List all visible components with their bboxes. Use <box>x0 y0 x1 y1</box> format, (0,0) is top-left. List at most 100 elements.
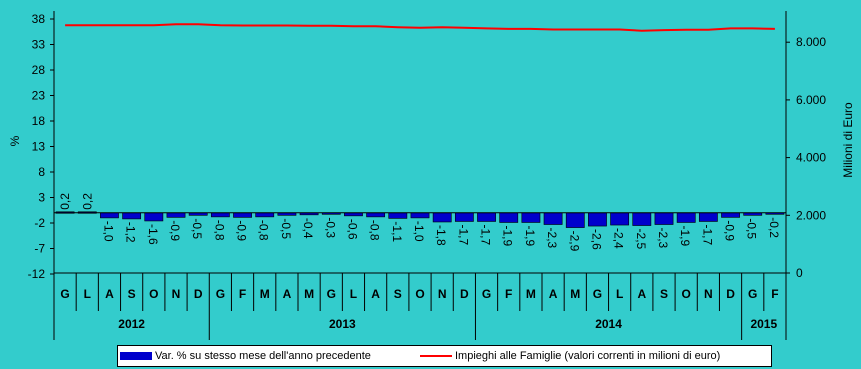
line-impieghi <box>65 23 775 32</box>
bar-data-label: -2,4 <box>612 228 626 249</box>
line-series <box>65 23 775 32</box>
bar-data-label: -1,8 <box>434 225 448 246</box>
bar <box>721 212 740 218</box>
year-label: 2015 <box>750 317 777 331</box>
month-label: L <box>616 287 623 301</box>
legend-swatch-line <box>420 355 452 357</box>
bar <box>410 212 430 219</box>
bar-data-label: -1,6 <box>146 224 160 245</box>
left-tick-label: 28 <box>32 63 46 77</box>
month-label: D <box>194 287 203 301</box>
year-label: 2013 <box>329 317 356 331</box>
right-tick-label: 0 <box>796 266 803 280</box>
month-label: O <box>415 287 424 301</box>
bar <box>477 212 496 222</box>
month-label: S <box>128 287 136 301</box>
bar-data-label: -0,5 <box>745 218 759 239</box>
bar <box>255 212 275 218</box>
bar-data-label: -0,6 <box>345 219 359 240</box>
left-tick-label: 38 <box>32 12 46 26</box>
bar-data-label: -1,7 <box>456 224 470 245</box>
year-label: 2012 <box>118 317 145 331</box>
month-label: A <box>549 287 558 301</box>
bar-data-label: -2,5 <box>634 229 648 250</box>
month-label: A <box>371 287 380 301</box>
bar-data-label: -1,1 <box>390 221 404 242</box>
bar <box>122 212 142 220</box>
month-label: N <box>704 287 713 301</box>
bar <box>588 212 607 227</box>
bar-data-label: -1,9 <box>523 225 537 246</box>
bar <box>676 212 696 223</box>
bar-data-label: -1,9 <box>501 225 515 246</box>
bar <box>654 212 674 225</box>
month-label: G <box>748 287 757 301</box>
bar <box>698 212 718 222</box>
bar <box>100 212 119 219</box>
bar-data-labels: 0,2 0,2 -1,0 -1,2 -1,6 -0,9 -0,5 -0,8 -0,9 -0,8 -0… <box>58 193 781 252</box>
right-tick-label: 4.000 <box>796 151 826 165</box>
bar <box>499 212 519 223</box>
right-axis-label: Milioni di Euro <box>841 102 855 178</box>
month-label: L <box>350 287 357 301</box>
bar-data-label: -2,3 <box>656 228 670 249</box>
month-label: N <box>438 287 447 301</box>
month-label: O <box>149 287 158 301</box>
left-tick-label: 3 <box>38 191 45 205</box>
bar-series <box>55 211 785 228</box>
month-label: S <box>660 287 668 301</box>
bar-data-label: -2,6 <box>589 229 603 250</box>
right-tick-label: 6.000 <box>796 93 826 107</box>
bar-data-label: -0,8 <box>368 220 382 241</box>
bar <box>454 212 474 222</box>
bar <box>432 212 452 223</box>
bar <box>632 212 652 226</box>
bar-data-label: -2,9 <box>567 231 581 252</box>
legend-label-line: Impieghi alle Famiglie (valori correnti … <box>455 350 721 362</box>
bar-data-label: 0,2 <box>80 193 94 210</box>
left-tick-label: 18 <box>32 114 46 128</box>
month-label: G <box>216 287 225 301</box>
month-label: A <box>637 287 646 301</box>
right-tick-label: 8.000 <box>796 35 826 49</box>
left-axis-label: % <box>8 135 22 146</box>
bar-data-label: -0,2 <box>767 217 781 238</box>
bar <box>144 212 164 222</box>
month-label: M <box>570 287 580 301</box>
month-label: F <box>505 287 512 301</box>
bar-data-label: -0,4 <box>301 218 315 239</box>
bar-data-label: -1,7 <box>479 224 493 245</box>
month-label: A <box>105 287 114 301</box>
bar <box>388 212 408 219</box>
month-label: F <box>239 287 246 301</box>
month-label: N <box>172 287 181 301</box>
month-label: F <box>771 287 778 301</box>
bar-data-label: -1,2 <box>124 222 138 243</box>
bar-data-label: -0,9 <box>168 220 182 241</box>
bar <box>210 212 230 218</box>
month-label: S <box>394 287 402 301</box>
bar-data-label: -0,8 <box>257 220 271 241</box>
left-tick-label: 23 <box>32 89 46 103</box>
month-label: D <box>460 287 469 301</box>
month-label: M <box>304 287 314 301</box>
left-tick-label: 8 <box>38 165 45 179</box>
bar <box>166 212 186 218</box>
legend-item-bar: Var. % su stesso mese dell'anno preceden… <box>120 350 371 362</box>
month-label: D <box>726 287 735 301</box>
month-label: G <box>593 287 602 301</box>
right-axis-ticks: 8.000 6.000 4.000 2.000 0 <box>786 35 826 280</box>
bar-data-label: -0,3 <box>323 217 337 238</box>
bar-data-label: -0,5 <box>279 218 293 239</box>
bar <box>521 212 541 223</box>
right-tick-label: 2.000 <box>796 208 826 222</box>
left-tick-label: 33 <box>32 38 46 52</box>
legend-item-line: Impieghi alle Famiglie (valori correnti … <box>420 350 720 362</box>
bar-data-label: -1,9 <box>678 225 692 246</box>
bar-data-label: -2,3 <box>545 228 559 249</box>
month-label: G <box>482 287 491 301</box>
bar-data-label: 0,2 <box>58 193 72 210</box>
bar-data-label: -1,7 <box>700 224 714 245</box>
